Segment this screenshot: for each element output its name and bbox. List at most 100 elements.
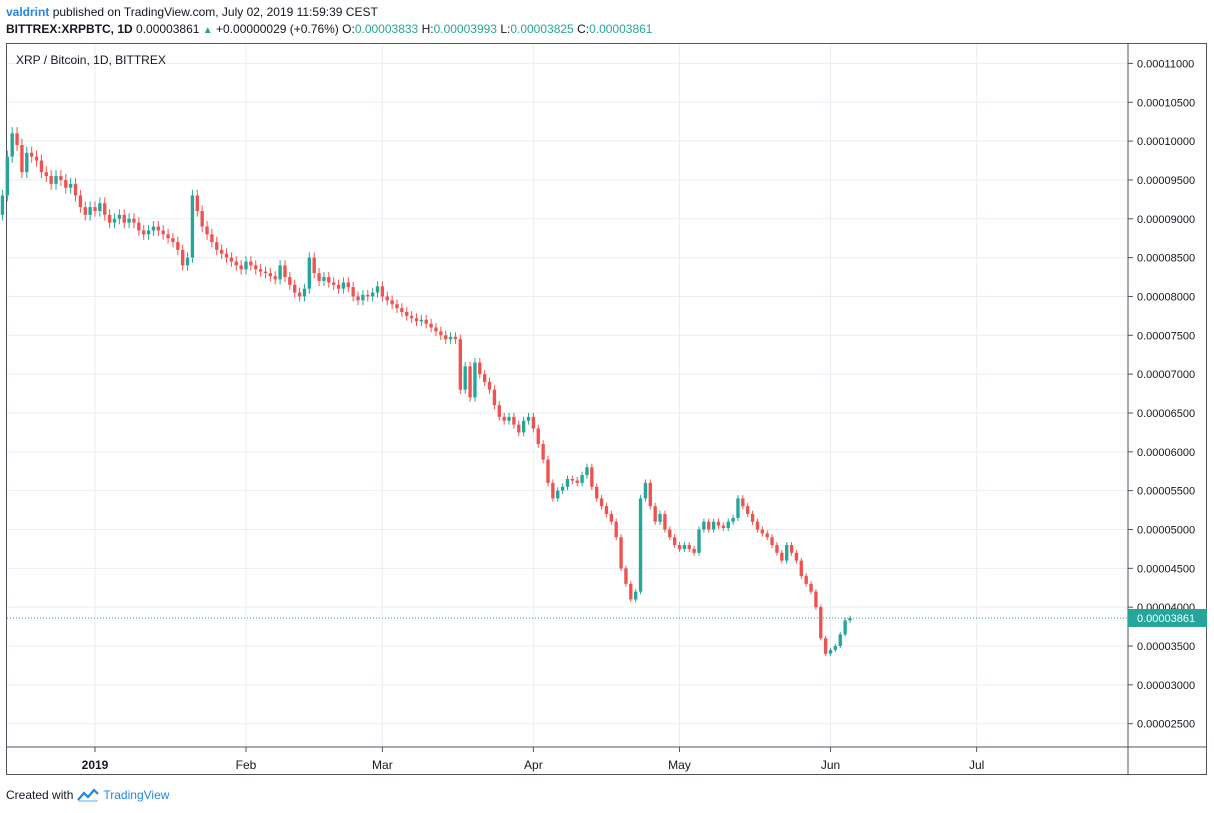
candle-body (419, 319, 424, 322)
candle-body (556, 490, 560, 499)
candle-body (736, 498, 740, 518)
candle (765, 530, 769, 541)
candle-body (107, 214, 112, 223)
candle (819, 604, 823, 641)
candle-body (512, 416, 516, 425)
candle (419, 314, 424, 327)
y-tick-label: 0.00009500 (1137, 175, 1195, 187)
candle (429, 318, 433, 333)
candle (590, 463, 594, 491)
candle (180, 244, 185, 271)
candle (239, 260, 243, 275)
candle-body (478, 362, 482, 375)
y-tick-label: 0.00005000 (1137, 524, 1195, 536)
candle-body (390, 300, 394, 305)
candle (64, 174, 68, 194)
candle (541, 440, 545, 464)
candle-body (215, 242, 219, 250)
candle (595, 483, 599, 502)
candle-body (297, 292, 302, 297)
candle (677, 542, 682, 552)
candle (210, 228, 214, 248)
candle-body (263, 271, 268, 274)
candle-body (604, 506, 609, 514)
candle (25, 146, 29, 179)
candle (444, 330, 448, 344)
candle (83, 201, 87, 221)
candle-body (648, 482, 652, 507)
candle (20, 138, 24, 179)
candle (302, 283, 307, 302)
candle (629, 581, 633, 602)
x-tick-label: Jul (969, 758, 984, 772)
candle (468, 361, 472, 402)
candle (122, 209, 126, 229)
candle (633, 589, 638, 602)
candle (395, 299, 399, 313)
candle-body (327, 277, 331, 283)
candle-body (44, 172, 48, 177)
y-tick-label: 0.00006000 (1137, 447, 1195, 459)
candle (604, 502, 609, 518)
y-tick-label: 0.00003500 (1137, 641, 1195, 653)
candle-body (200, 211, 204, 227)
candle (385, 291, 389, 306)
candle-body (843, 620, 847, 635)
candle (15, 127, 19, 152)
candle-body (551, 482, 555, 499)
candle (10, 127, 14, 163)
candle (297, 287, 302, 302)
candle (653, 502, 657, 525)
candle-body (185, 257, 190, 266)
candle (707, 518, 711, 533)
candle (453, 332, 458, 344)
candle (132, 213, 136, 229)
author-name[interactable]: valdrint (6, 5, 50, 19)
candle-body (112, 218, 117, 223)
candle-body (585, 467, 589, 476)
last-price: 0.00003861 (136, 22, 200, 36)
candle-body (73, 183, 78, 196)
candle-body (677, 545, 682, 549)
candle (736, 495, 740, 522)
candle (560, 483, 565, 495)
candle-body (34, 156, 39, 161)
candle (746, 502, 750, 518)
candle-body (370, 292, 375, 297)
candle-body (482, 374, 487, 382)
candle-body (424, 319, 428, 324)
candle-body (15, 133, 19, 145)
candle-body (526, 416, 531, 421)
close-label: C: (577, 22, 590, 36)
candle-body (68, 183, 73, 188)
candle-body (229, 257, 234, 262)
y-tick-label: 0.00004500 (1137, 563, 1195, 575)
tradingview-link[interactable]: TradingView (103, 788, 170, 802)
candle (161, 224, 165, 240)
candle-body (151, 226, 156, 231)
candle (200, 205, 204, 233)
candle-body (176, 242, 180, 250)
candle (380, 281, 385, 302)
candle-body (775, 545, 779, 553)
candle-body (5, 156, 10, 196)
candle (741, 495, 745, 510)
candle-body (799, 560, 803, 577)
candle (716, 518, 721, 529)
candle (244, 256, 248, 275)
candle-body (746, 506, 750, 514)
candle (478, 358, 482, 379)
candle (663, 510, 667, 533)
candle (531, 412, 536, 433)
chart-frame[interactable] (6, 43, 1207, 775)
x-tick-label: Apr (524, 758, 543, 772)
chart-title: XRP / Bitcoin, 1D, BITTREX (16, 53, 166, 67)
candle (809, 581, 813, 595)
candle-body (268, 273, 273, 277)
candle (517, 420, 521, 437)
candle (755, 518, 760, 533)
candle (117, 209, 122, 225)
candle-body (833, 646, 838, 650)
candle-body (307, 257, 312, 289)
